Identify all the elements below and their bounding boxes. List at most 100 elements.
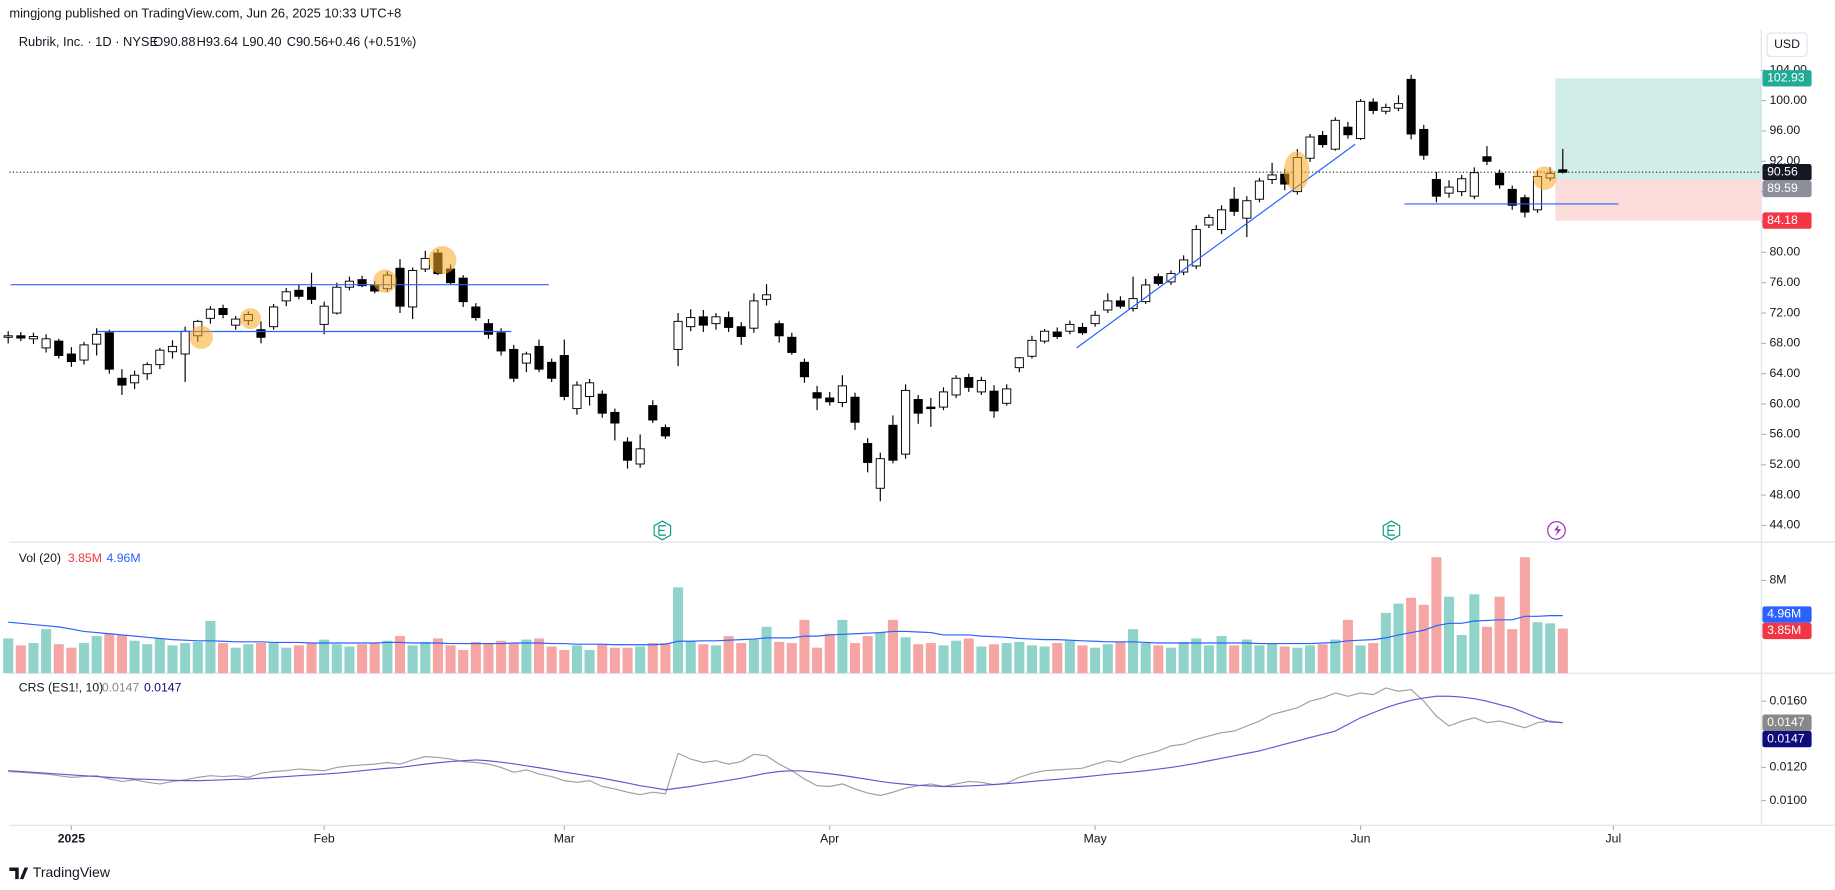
volume-bar	[597, 644, 608, 674]
candle-body	[989, 390, 999, 412]
volume-bar	[1267, 643, 1278, 674]
candle-body	[180, 330, 190, 355]
volume-bar	[1494, 596, 1505, 674]
candle-body	[559, 355, 569, 397]
candle-body	[1305, 136, 1315, 159]
marker-circle	[189, 325, 213, 350]
candle-body	[686, 317, 696, 328]
candle-body	[1393, 103, 1404, 109]
candle-body	[256, 329, 266, 338]
candle-body	[1419, 128, 1429, 156]
volume-bar	[1368, 643, 1379, 674]
candle-body	[799, 361, 810, 378]
candle-body	[711, 316, 721, 325]
last-price-badge: 90.56	[1767, 164, 1798, 178]
marker-circle	[1283, 151, 1310, 192]
candle-body	[231, 318, 241, 326]
volume-bar	[951, 640, 962, 674]
trend-line	[1076, 143, 1356, 349]
candle-body	[1014, 357, 1024, 369]
markers	[189, 151, 1557, 350]
volume-bar	[255, 643, 267, 674]
crs-ma-line	[8, 695, 1563, 791]
candle-body	[1002, 388, 1012, 404]
candle-body	[79, 344, 89, 361]
candle-body	[1406, 78, 1416, 135]
candle-body	[54, 340, 64, 356]
event-icons	[653, 520, 1566, 541]
stop-zone	[1555, 179, 1762, 221]
target-badge-bg	[1762, 70, 1812, 87]
volume-bar	[710, 645, 722, 674]
volume-bar	[445, 645, 456, 674]
volume-bar	[799, 619, 810, 674]
volume-bar	[293, 645, 304, 674]
volume-bar	[41, 629, 52, 674]
volume-bar	[357, 644, 368, 674]
volume-bar	[319, 639, 330, 674]
candle-body	[1229, 198, 1239, 212]
volume-bar	[104, 633, 115, 674]
volume-bar	[508, 643, 519, 674]
volume-bar	[673, 587, 684, 674]
candle-body	[660, 427, 670, 437]
volume-bar	[1026, 645, 1037, 674]
volume-bar	[1444, 596, 1455, 674]
candle-body	[1318, 135, 1328, 146]
volume-bar	[635, 646, 646, 674]
candle-body	[976, 380, 986, 393]
volume-bar	[1304, 645, 1316, 674]
y-tick-label: 68.00	[1769, 336, 1800, 350]
volume-bar	[609, 647, 620, 674]
marker-circle	[428, 246, 457, 275]
candle-body	[926, 406, 936, 410]
volume-bar	[1077, 645, 1088, 674]
candle-body	[610, 411, 620, 424]
candle-body	[736, 326, 746, 338]
y-tick-label: 80.00	[1769, 245, 1800, 259]
volume-bar	[786, 643, 797, 674]
x-tick-label: Feb	[314, 832, 335, 846]
volume-bar	[685, 640, 696, 674]
candle-body	[1115, 300, 1125, 307]
dividend-icon-glyph	[1554, 524, 1562, 537]
target-badge: 102.93	[1767, 71, 1805, 85]
volume-bar	[268, 643, 279, 674]
volume-bar	[1014, 641, 1025, 674]
y-tick-label: 52.00	[1769, 457, 1800, 471]
candle-body	[837, 385, 847, 404]
candle-body	[812, 392, 822, 399]
volume-bar	[167, 645, 178, 674]
y-tick-label: 0.0120	[1769, 760, 1807, 774]
volume-bar	[1532, 622, 1543, 674]
x-tick-label: Mar	[554, 832, 575, 846]
y-tick-label: 96.00	[1769, 123, 1800, 137]
candle-body	[408, 270, 418, 308]
last-price-badge-bg	[1762, 164, 1812, 181]
volume-bar	[837, 619, 848, 674]
ohlc-close: C90.56	[287, 34, 328, 49]
volume-bar	[1039, 646, 1050, 674]
ohlc-open: O90.88	[153, 34, 195, 49]
candle-body	[1507, 188, 1517, 206]
currency-box[interactable]	[1766, 32, 1808, 58]
volume-bar	[1279, 646, 1290, 674]
volume-bar	[774, 641, 785, 674]
candle-body	[1356, 100, 1366, 139]
volume-bar	[761, 626, 772, 674]
candle-body	[1330, 119, 1340, 150]
candle-body	[205, 308, 215, 319]
volume-bar	[1203, 645, 1214, 674]
volume-bar	[1481, 626, 1492, 674]
candle-body	[825, 397, 835, 403]
candle-body	[888, 424, 898, 461]
candle-body	[1191, 229, 1201, 267]
volume-bar	[344, 646, 355, 674]
volume-bar	[976, 646, 987, 674]
candle-body	[850, 396, 860, 423]
earnings-icon-glyph	[658, 525, 666, 536]
volume-bar	[192, 641, 203, 674]
volume-bar	[154, 638, 165, 674]
candle-body	[28, 336, 39, 340]
